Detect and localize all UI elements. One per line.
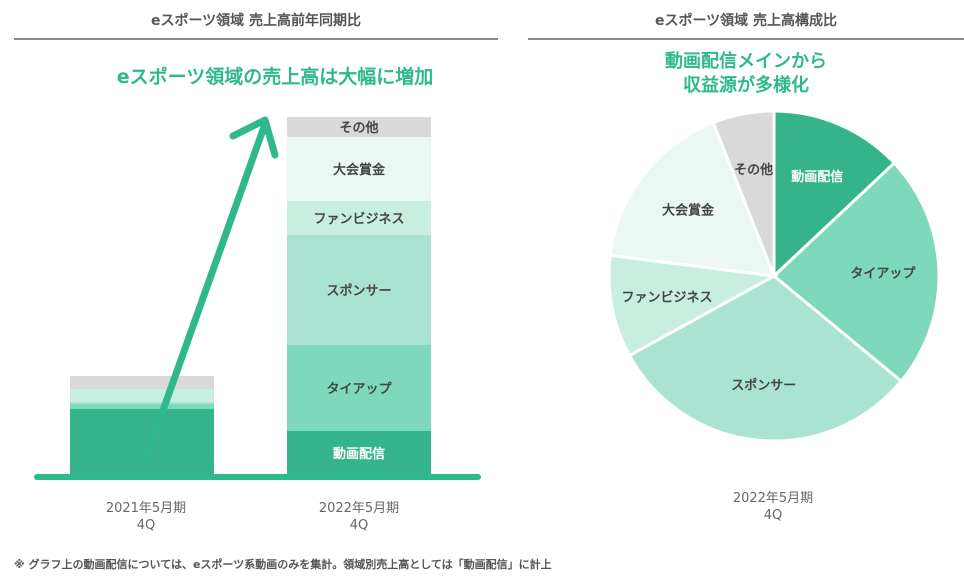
pie-category-line1: 2022年5月期 — [732, 491, 814, 506]
bar-label-4: 大会賞金 — [333, 162, 386, 178]
growth-arrow — [142, 116, 279, 462]
bar-segment-0-2 — [70, 402, 214, 404]
right-panel-divider — [528, 38, 964, 40]
right-headline-line2: 収益源が多様化 — [683, 75, 809, 96]
pie-category-line2: 4Q — [763, 508, 783, 523]
left-panel-divider — [14, 38, 498, 40]
bar-segment-1-3 — [287, 201, 431, 235]
pie-slice-0 — [772, 110, 897, 280]
bar-segment-1-1 — [287, 345, 431, 431]
bar-label-1: タイアップ — [326, 382, 392, 397]
pie-label-3: ファンビジネス — [622, 289, 713, 305]
bar-segment-0-1 — [70, 404, 214, 409]
pie-label-2: スポンサー — [731, 377, 796, 393]
bar-category-2021-line2: 4Q — [136, 518, 156, 533]
pie-label-4: 大会賞金 — [662, 202, 715, 218]
right-headline: 動画配信メインから 収益源が多様化 — [528, 50, 964, 98]
pie-label-1: タイアップ — [850, 267, 916, 282]
pie-category: 2022年5月期 4Q — [713, 490, 833, 524]
growth-arrow-line — [142, 120, 269, 462]
pie-slice-3 — [607, 253, 779, 358]
bar-segment-0-3 — [70, 389, 214, 402]
bar-segment-1-2 — [287, 235, 431, 345]
bar-label-2: スポンサー — [326, 283, 391, 299]
bar-label-5: その他 — [339, 120, 378, 136]
footnote: ※ グラフ上の動画配信については、eスポーツ系動画のみを集計。領域別売上高として… — [14, 558, 552, 571]
pie-slice-2 — [627, 274, 904, 443]
bar-category-2022-line1: 2022年5月期 — [318, 501, 400, 516]
bar-category-2022-line2: 4Q — [349, 518, 369, 533]
pie-slice-4 — [608, 120, 777, 278]
bar-label-0: 動画配信 — [333, 446, 385, 462]
bar-segment-0-0 — [70, 409, 214, 475]
left-headline: eスポーツ領域の売上高は大幅に増加 — [116, 66, 434, 88]
pie-label-0: 動画配信 — [791, 169, 843, 185]
bar-category-2022: 2022年5月期 4Q — [299, 500, 419, 534]
pie-slice-1 — [771, 160, 941, 384]
growth-arrow-head — [229, 116, 279, 159]
bar-label-3: ファンビジネス — [313, 211, 404, 227]
right-panel-title: eスポーツ領域 売上高構成比 — [654, 13, 838, 29]
pie-label-5: その他 — [734, 162, 773, 178]
right-headline-line1: 動画配信メインから — [665, 51, 827, 72]
bar-category-2021: 2021年5月期 4Q — [86, 500, 206, 534]
bar-segment-1-0 — [287, 431, 431, 475]
bar-segment-1-4 — [287, 137, 431, 201]
pie-slice-5 — [711, 110, 776, 277]
left-panel-title: eスポーツ領域 売上高前年同期比 — [150, 13, 362, 29]
bar-segment-0-5 — [70, 376, 214, 389]
bar-category-2021-line1: 2021年5月期 — [105, 501, 187, 516]
bar-segment-1-5 — [287, 117, 431, 137]
